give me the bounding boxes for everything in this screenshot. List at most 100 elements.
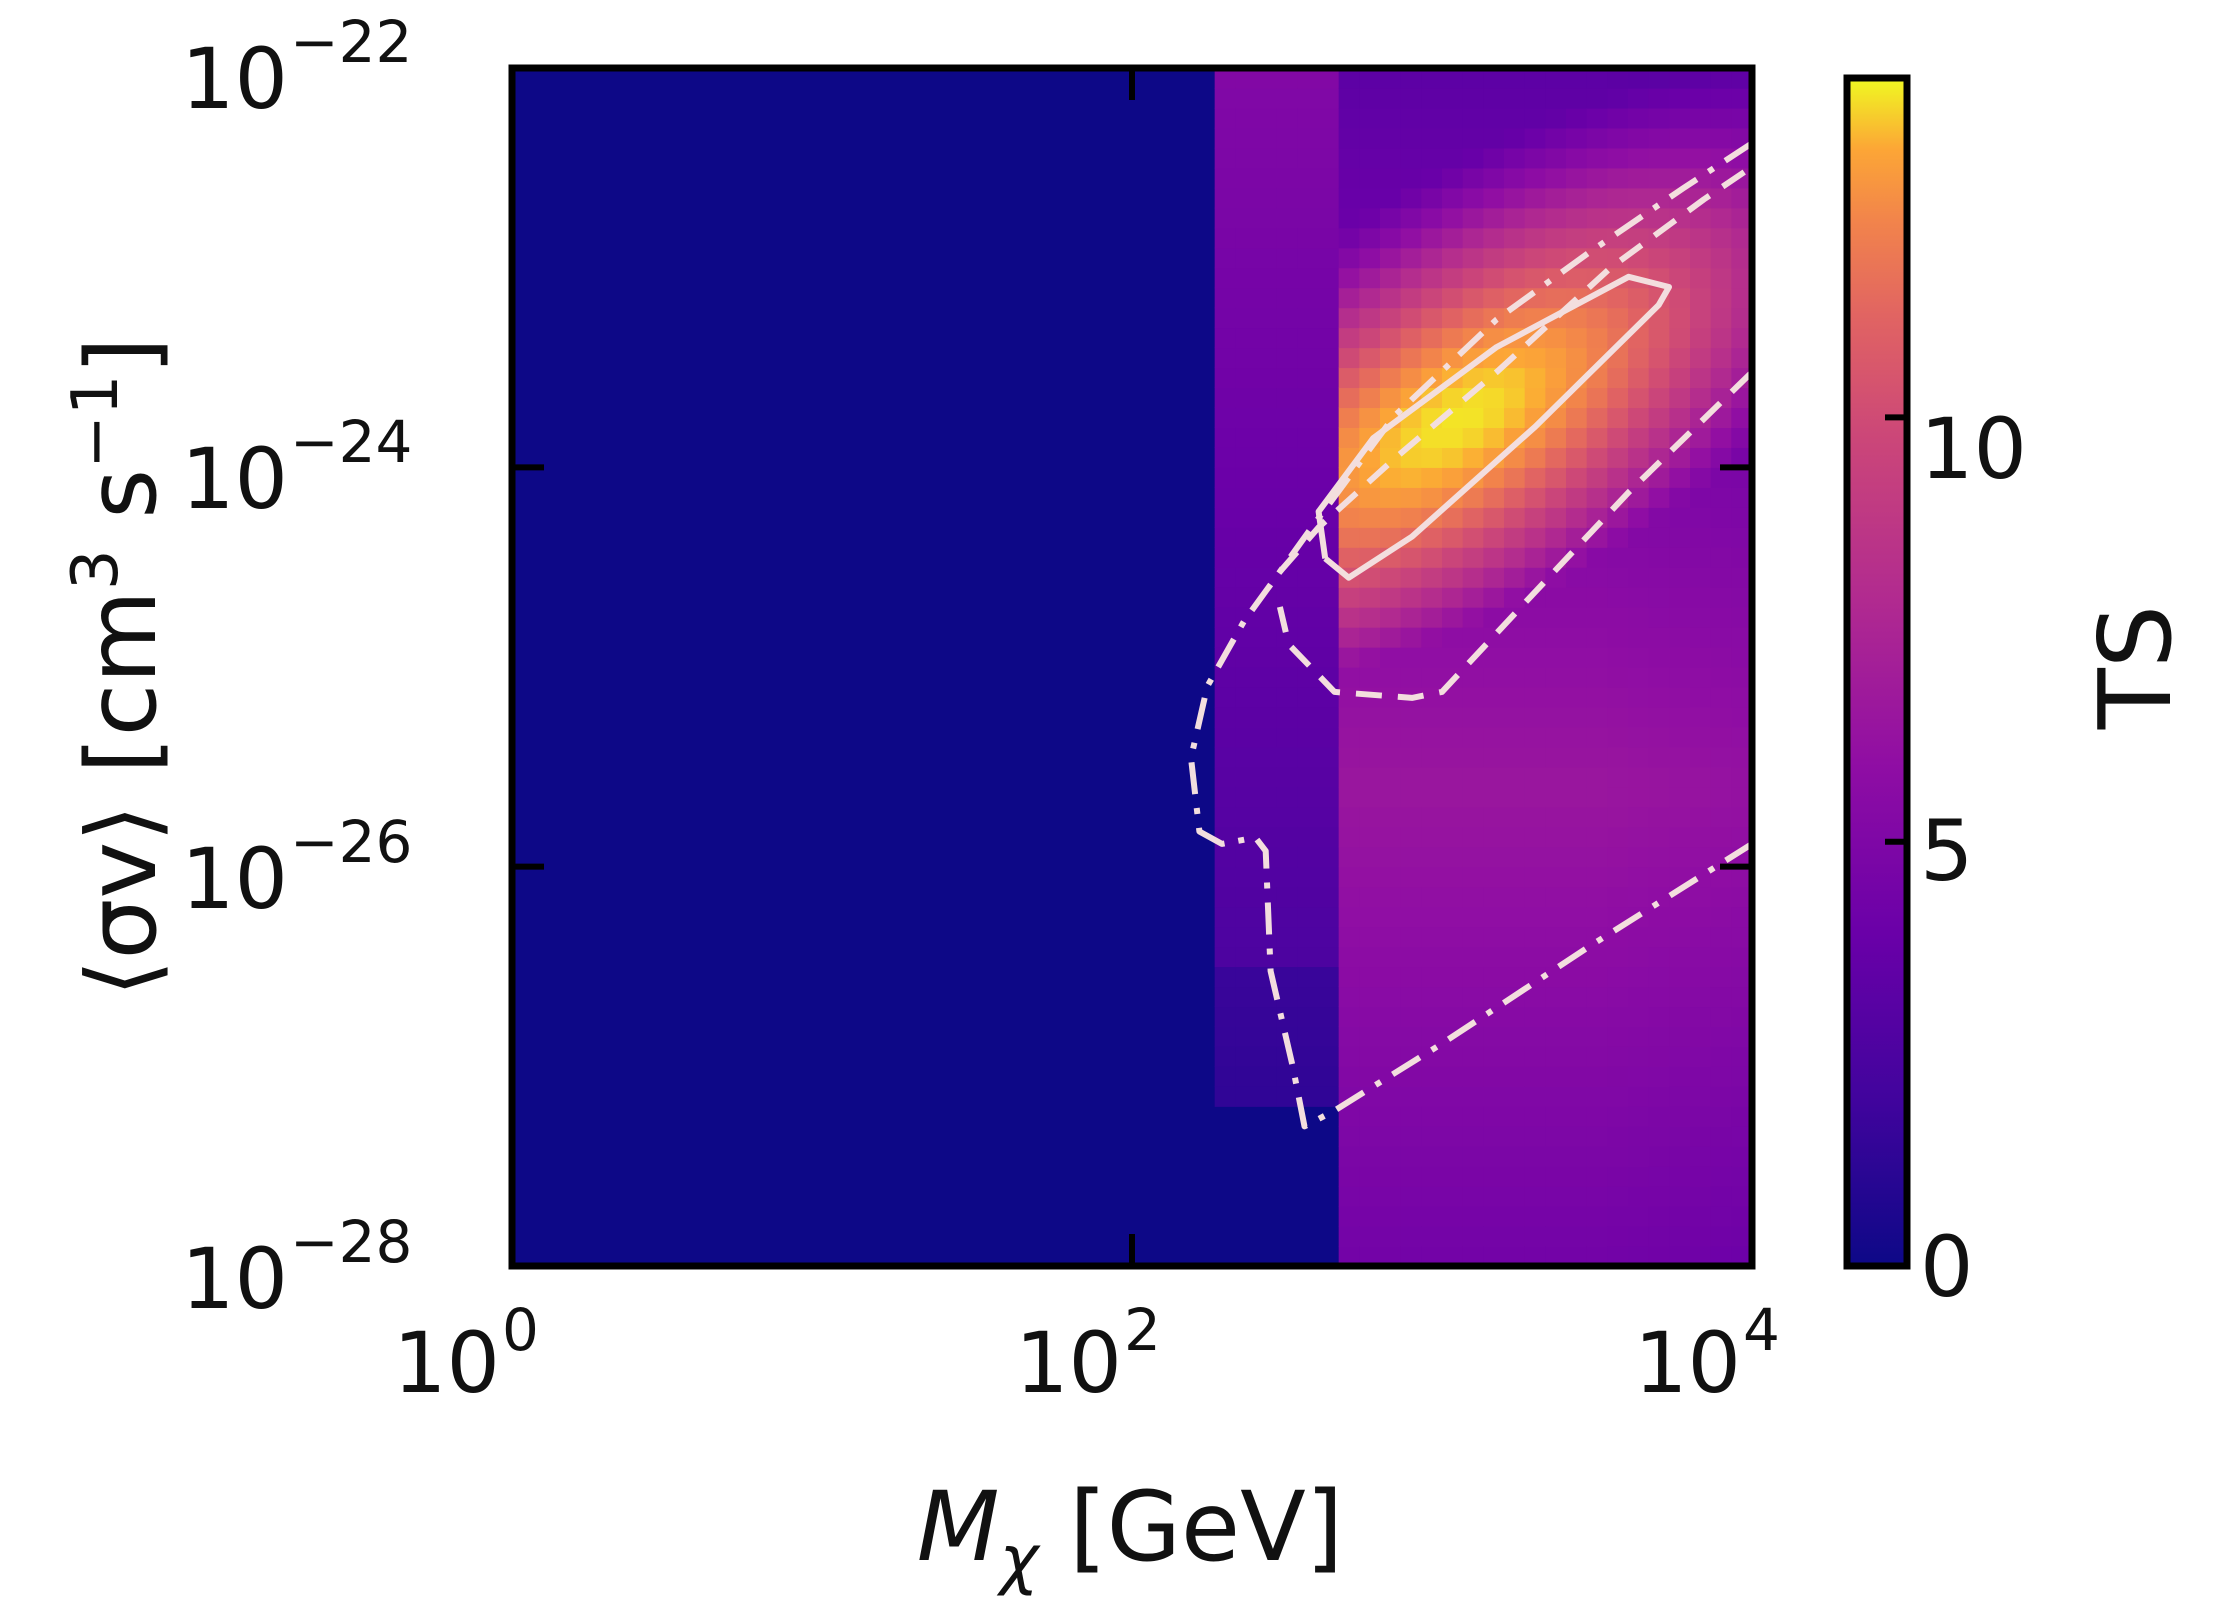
heatmap-cell xyxy=(1235,467,1257,488)
heatmap-cell xyxy=(1462,68,1484,89)
heatmap-cell xyxy=(1297,267,1319,289)
heatmap-cell xyxy=(1483,527,1505,548)
heatmap-cell xyxy=(1380,87,1402,109)
heatmap-cell xyxy=(1297,347,1319,369)
heatmap-cell xyxy=(1586,766,1608,788)
heatmap-cell xyxy=(1710,367,1732,389)
heatmap-cell xyxy=(1380,227,1402,249)
heatmap-cell xyxy=(1462,447,1484,468)
heatmap-cell xyxy=(1276,946,1298,968)
heatmap-cell xyxy=(1648,527,1670,548)
heatmap-cell xyxy=(1545,1206,1567,1227)
heatmap-cell xyxy=(1442,906,1464,928)
heatmap-cell xyxy=(1648,567,1670,588)
heatmap-cell xyxy=(1297,966,1319,988)
heatmap-cell xyxy=(1607,567,1629,588)
heatmap-cell xyxy=(1710,1086,1732,1107)
heatmap-cell xyxy=(1690,627,1712,648)
heatmap-cell xyxy=(1297,107,1319,129)
heatmap-cell xyxy=(1462,1046,1484,1067)
heatmap-cell xyxy=(1731,627,1752,648)
heatmap-cell xyxy=(1566,1046,1588,1067)
heatmap-cell xyxy=(1256,367,1278,389)
heatmap-cell xyxy=(1504,726,1526,748)
heatmap-cell xyxy=(1566,1146,1588,1167)
heatmap-cell xyxy=(1607,1026,1629,1047)
heatmap-cell xyxy=(1442,287,1464,309)
heatmap-cell xyxy=(1648,327,1670,349)
heatmap-cell xyxy=(1628,686,1650,708)
heatmap-cell xyxy=(1504,507,1526,528)
heatmap-cell xyxy=(1628,766,1650,788)
heatmap-cell xyxy=(1318,966,1340,988)
heatmap-cell xyxy=(1524,706,1546,728)
heatmap-cell xyxy=(1380,287,1402,309)
heatmap-cell xyxy=(1566,846,1588,868)
heatmap-cell xyxy=(1669,826,1691,848)
heatmap-cell xyxy=(1400,327,1422,349)
heatmap-cell xyxy=(1235,906,1257,928)
heatmap-cell xyxy=(1359,1106,1381,1127)
heatmap-cell xyxy=(1421,227,1443,249)
heatmap-cell xyxy=(1359,806,1381,828)
heatmap-cell xyxy=(1504,1126,1526,1147)
heatmap-cell xyxy=(1256,686,1278,708)
heatmap-cell xyxy=(1359,1086,1381,1107)
heatmap-cell xyxy=(1545,886,1567,908)
heatmap-cell xyxy=(1690,287,1712,309)
heatmap-cell xyxy=(1545,87,1567,109)
heatmap-cell xyxy=(1276,87,1298,109)
heatmap-cell xyxy=(1690,587,1712,608)
heatmap-cell xyxy=(1380,327,1402,349)
heatmap-cell xyxy=(1504,207,1526,229)
heatmap-cell xyxy=(1710,547,1732,568)
heatmap-cell xyxy=(1607,846,1629,868)
heatmap-cell xyxy=(1607,227,1629,249)
y-tick-label-minus28: 10 −28 xyxy=(181,1208,412,1328)
heatmap-cell xyxy=(1318,826,1340,848)
heatmap-cell xyxy=(1380,627,1402,648)
heatmap-cell xyxy=(1690,667,1712,688)
heatmap-cell xyxy=(1648,367,1670,389)
heatmap-cell xyxy=(1318,247,1340,269)
heatmap-cell xyxy=(1462,547,1484,568)
heatmap-cell xyxy=(1710,746,1732,768)
heatmap-cell xyxy=(1504,247,1526,269)
heatmap-cell xyxy=(1338,706,1360,728)
heatmap-cell xyxy=(1566,866,1588,888)
heatmap-cell xyxy=(1669,307,1691,329)
svg-text:10: 10 xyxy=(1015,1314,1122,1412)
heatmap-cell xyxy=(1400,267,1422,289)
heatmap-cell xyxy=(1710,826,1732,848)
heatmap-cell xyxy=(1648,607,1670,628)
svg-text:−26: −26 xyxy=(290,808,412,876)
heatmap-cell xyxy=(1380,1246,1402,1266)
heatmap-cell xyxy=(1524,1046,1546,1067)
heatmap-cell xyxy=(1524,87,1546,109)
heatmap-cell xyxy=(1214,407,1236,428)
heatmap-cell xyxy=(1214,846,1236,868)
heatmap-cell xyxy=(1442,1246,1464,1266)
heatmap-cell xyxy=(1380,447,1402,468)
heatmap-cell xyxy=(1628,1126,1650,1147)
heatmap-cell xyxy=(1504,1206,1526,1227)
heatmap-cell xyxy=(1318,866,1340,888)
heatmap-cell xyxy=(1669,527,1691,548)
heatmap-cell xyxy=(1690,1026,1712,1047)
heatmap-cell xyxy=(1607,207,1629,229)
y-tick-label-minus22: 10 −22 xyxy=(181,8,412,128)
heatmap-cell xyxy=(1669,946,1691,968)
heatmap-cell xyxy=(1586,986,1608,1008)
heatmap-cell xyxy=(1524,766,1546,788)
heatmap-cell xyxy=(1710,207,1732,229)
svg-text:10: 10 xyxy=(181,830,288,928)
heatmap-cell xyxy=(1669,1226,1691,1247)
contour-dashed-1 xyxy=(1276,369,1752,701)
heatmap-cell xyxy=(1442,706,1464,728)
heatmap-cell xyxy=(1731,247,1752,269)
heatmap-cell xyxy=(1669,1026,1691,1047)
heatmap-cell xyxy=(1586,107,1608,129)
heatmap-cell xyxy=(1276,247,1298,269)
heatmap-cell xyxy=(1566,607,1588,628)
heatmap-cell xyxy=(1462,1026,1484,1047)
